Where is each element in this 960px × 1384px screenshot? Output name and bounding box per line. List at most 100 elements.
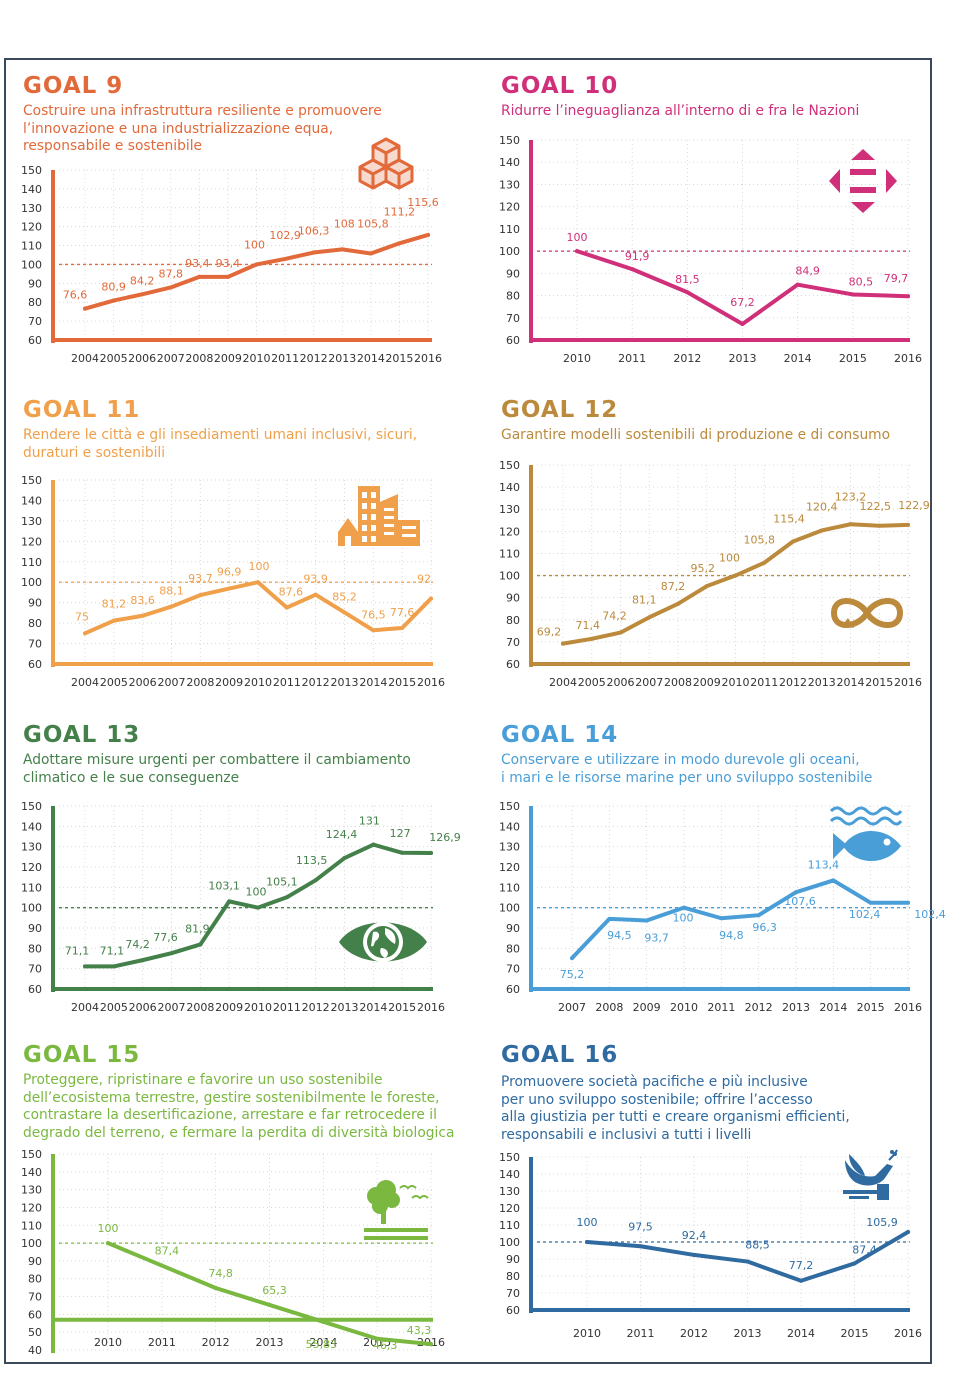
x-tick-label: 2009 bbox=[693, 676, 721, 689]
data-label: 81,1 bbox=[632, 593, 657, 606]
data-label: 87,4 bbox=[155, 1245, 180, 1258]
data-label: 75,2 bbox=[560, 968, 585, 981]
data-point bbox=[256, 905, 260, 910]
y-tick-label: 90 bbox=[506, 922, 520, 935]
x-tick-label: 2011 bbox=[273, 1001, 301, 1014]
y-tick-label: 150 bbox=[499, 459, 520, 472]
data-point bbox=[799, 1278, 803, 1283]
data-point bbox=[819, 528, 824, 533]
subtitle-line: per uno sviluppo sostenibile; offrire l’… bbox=[501, 1091, 813, 1108]
equality-arrows-icon bbox=[829, 149, 897, 213]
y-tick-label: 60 bbox=[28, 658, 42, 671]
data-point bbox=[368, 251, 373, 256]
x-tick-label: 2013 bbox=[734, 1327, 762, 1340]
x-tick-label: 2013 bbox=[782, 1001, 810, 1014]
x-tick-label: 2007 bbox=[635, 676, 663, 689]
x-tick-label: 2014 bbox=[357, 352, 385, 365]
data-point bbox=[618, 630, 623, 635]
y-tick-label: 120 bbox=[21, 1201, 42, 1214]
x-tick-label: 2005 bbox=[578, 676, 606, 689]
data-label: 74,8 bbox=[208, 1267, 233, 1280]
x-tick-label: 2015 bbox=[388, 1001, 416, 1014]
y-tick-label: 130 bbox=[21, 515, 42, 528]
data-label: 74,2 bbox=[125, 938, 150, 951]
data-point bbox=[682, 905, 686, 910]
data-point bbox=[111, 964, 116, 969]
y-tick-label: 100 bbox=[21, 576, 42, 589]
data-label: 131 bbox=[359, 815, 380, 828]
y-tick-label: 60 bbox=[506, 983, 520, 996]
y-tick-label: 120 bbox=[499, 861, 520, 874]
y-tick-label: 80 bbox=[506, 942, 520, 955]
x-tick-label: 2016 bbox=[417, 676, 445, 689]
x-tick-label: 2012 bbox=[302, 676, 330, 689]
eye-globe-icon bbox=[339, 922, 427, 962]
goal-title: GOAL 12 bbox=[501, 397, 619, 423]
y-tick-label: 90 bbox=[28, 597, 42, 610]
y-tick-label: 70 bbox=[28, 963, 42, 976]
data-label: 103,1 bbox=[208, 879, 240, 892]
data-label: 100 bbox=[577, 1216, 598, 1229]
data-label: 83,6 bbox=[130, 594, 155, 607]
data-label: 102,4 bbox=[849, 908, 881, 921]
y-tick-label: 140 bbox=[499, 156, 520, 169]
y-tick-label: 60 bbox=[28, 334, 42, 347]
y-tick-label: 110 bbox=[21, 556, 42, 569]
x-tick-label: 2010 bbox=[670, 1001, 698, 1014]
data-point bbox=[313, 592, 318, 597]
data-point bbox=[213, 1285, 218, 1290]
data-point bbox=[676, 601, 680, 606]
goal-title: GOAL 11 bbox=[23, 397, 141, 423]
data-label: 93,7 bbox=[188, 572, 213, 585]
y-tick-label: 110 bbox=[499, 881, 520, 894]
data-point bbox=[852, 1261, 857, 1266]
data-label: 100 bbox=[567, 231, 588, 244]
y-tick-label: 140 bbox=[499, 1168, 520, 1181]
data-label: 127 bbox=[390, 827, 411, 840]
y-tick-label: 70 bbox=[506, 312, 520, 325]
y-tick-label: 100 bbox=[21, 258, 42, 271]
subtitle-line: Rendere le città e gli insediamenti uman… bbox=[23, 427, 418, 443]
data-label: 88,1 bbox=[159, 585, 184, 598]
x-tick-label: 2009 bbox=[633, 1001, 661, 1014]
y-tick-label: 90 bbox=[506, 267, 520, 280]
x-tick-label: 2013 bbox=[808, 676, 836, 689]
y-tick-label: 90 bbox=[28, 922, 42, 935]
data-label: 93,4 bbox=[185, 257, 210, 270]
infinity-icon bbox=[830, 598, 904, 628]
data-point bbox=[704, 584, 709, 589]
x-tick-label: 2007 bbox=[558, 1001, 586, 1014]
data-label: 93,9 bbox=[303, 573, 328, 586]
y-tick-label: 80 bbox=[506, 1270, 520, 1283]
y-tick-label: 90 bbox=[506, 1253, 520, 1266]
y-tick-label: 120 bbox=[21, 861, 42, 874]
y-tick-label: 120 bbox=[21, 535, 42, 548]
x-tick-label: 2014 bbox=[309, 1336, 337, 1349]
y-tick-label: 70 bbox=[506, 636, 520, 649]
data-label: 87,6 bbox=[279, 586, 304, 599]
data-label: 75 bbox=[75, 610, 89, 623]
x-tick-label: 2012 bbox=[673, 352, 701, 365]
y-tick-label: 150 bbox=[499, 134, 520, 147]
data-point bbox=[644, 918, 649, 923]
y-tick-label: 120 bbox=[499, 201, 520, 214]
data-point bbox=[647, 615, 652, 620]
data-label: 94,8 bbox=[719, 929, 744, 942]
y-tick-label: 70 bbox=[28, 1291, 42, 1304]
data-label: 80,9 bbox=[101, 281, 126, 294]
data-point bbox=[906, 900, 910, 905]
y-tick-label: 100 bbox=[499, 245, 520, 258]
subtitle-line: Costruire una infrastruttura resiliente … bbox=[23, 103, 382, 119]
y-tick-label: 110 bbox=[21, 240, 42, 253]
x-tick-label: 2015 bbox=[839, 352, 867, 365]
y-tick-label: 150 bbox=[499, 1151, 520, 1164]
data-point bbox=[429, 596, 433, 601]
data-label: 77,2 bbox=[789, 1259, 814, 1272]
data-label: 124,4 bbox=[326, 828, 358, 841]
data-label: 120,4 bbox=[806, 500, 838, 513]
data-point bbox=[638, 1244, 643, 1249]
data-label: 100 bbox=[244, 238, 265, 251]
y-tick-label: 90 bbox=[506, 592, 520, 605]
data-point bbox=[906, 294, 910, 299]
x-tick-label: 2016 bbox=[417, 1001, 445, 1014]
